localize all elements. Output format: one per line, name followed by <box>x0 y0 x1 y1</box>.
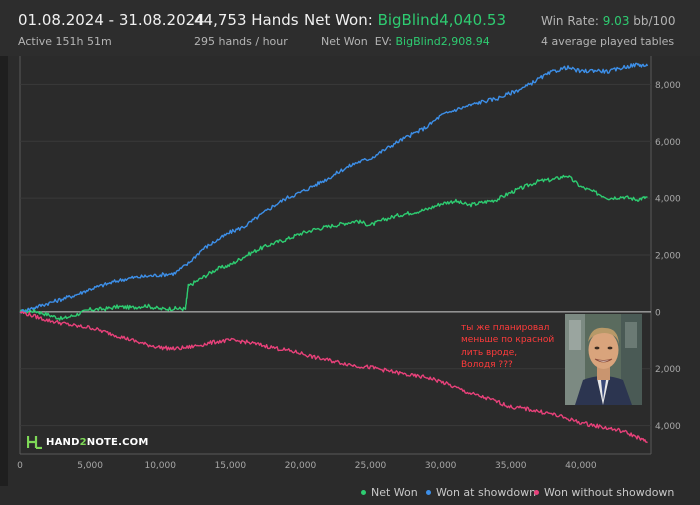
net-won-value: BigBlind4,040.53 <box>377 11 506 29</box>
meme-caption: ты же планировал меньше по красной лить … <box>461 322 554 372</box>
hand2note-logo-icon <box>26 436 42 450</box>
average-tables: 4 average played tables <box>541 35 675 48</box>
x-tick-label: 0 <box>17 461 23 471</box>
legend-dot-no-showdown <box>534 489 539 495</box>
meme-photo <box>565 314 642 405</box>
x-tick-label: 25,000 <box>355 461 387 471</box>
win-rate-unit: bb/100 <box>629 14 676 28</box>
y-tick-label: 2,000 <box>655 252 681 262</box>
net-won-label: Net Won: <box>304 11 378 29</box>
ev-label: Net Won EV: <box>321 35 396 48</box>
legend-won-at-showdown[interactable]: Won at showdown <box>426 486 536 499</box>
net-won: Net Won: BigBlind4,040.53 <box>304 11 506 29</box>
ev-value: BigBlind2,908.94 <box>395 35 490 48</box>
legend-net-won[interactable]: Net Won <box>361 486 418 499</box>
x-tick-label: 5,000 <box>77 461 103 471</box>
win-rate-value: 9.03 <box>602 14 630 28</box>
tick-labels: 8,000 6,000 4,000 2,000 0 2,000 4,000 0 5,000 10,… <box>17 81 681 471</box>
legend-dot-net-won <box>361 489 366 495</box>
y-tick-label: 8,000 <box>655 81 681 91</box>
hand2note-logo: HAND2NOTE.COM <box>26 435 149 450</box>
legend-label: Net Won <box>371 486 418 499</box>
hands-per-hour: 295 hands / hour <box>194 35 288 48</box>
meme-caption-line: ты же планировал <box>461 323 550 333</box>
meme-photo-illustration <box>565 314 642 405</box>
grid <box>19 56 652 455</box>
legend-label: Won at showdown <box>436 486 537 499</box>
series-lines <box>19 62 649 444</box>
net-won-ev: Net Won EV: BigBlind2,908.94 <box>321 35 490 48</box>
x-tick-label: 20,000 <box>285 461 317 471</box>
logo-text-two: 2 <box>79 437 87 448</box>
meme-caption-line: Володя ??? <box>461 360 513 371</box>
hands-count: 44,753 Hands <box>194 11 299 29</box>
win-rate: Win Rate: 9.03 bb/100 <box>541 14 675 28</box>
x-tick-label: 30,000 <box>425 461 457 471</box>
y-tick-label: 6,000 <box>655 138 681 148</box>
active-time: Active 151h 51m <box>18 35 112 48</box>
legend-won-without-showdown[interactable]: Won without showdown <box>534 486 674 499</box>
won-at-showdown-line <box>19 62 649 314</box>
legend-label: Won without showdown <box>544 486 675 499</box>
x-tick-label: 35,000 <box>495 461 527 471</box>
win-rate-label: Win Rate: <box>541 14 603 28</box>
y-tick-label: 0 <box>655 308 661 318</box>
logo-text-hand: HAND <box>46 437 80 448</box>
y-tick-label: 4,000 <box>655 422 681 432</box>
chart-background <box>8 56 692 486</box>
x-tick-label: 15,000 <box>215 461 247 471</box>
y-tick-label: 2,000 <box>655 365 681 375</box>
y-tick-label: 4,000 <box>655 195 681 205</box>
meme-caption-line: меньше по красной <box>461 335 555 346</box>
won-without-showdown-line <box>19 310 648 444</box>
x-tick-label: 10,000 <box>144 461 176 471</box>
left-strip <box>0 56 8 486</box>
meme-caption-line: лить вроде, <box>461 347 518 358</box>
date-range: 01.08.2024 - 31.08.2024 <box>18 11 205 29</box>
net-won-line <box>19 174 648 321</box>
logo-text-note: NOTE.COM <box>86 437 149 448</box>
legend-dot-showdown <box>426 489 431 495</box>
results-chart: 8,000 6,000 4,000 2,000 0 2,000 4,000 0 5,000 10,… <box>0 56 692 486</box>
x-tick-label: 40,000 <box>565 461 597 471</box>
header: 01.08.2024 - 31.08.2024 Active 151h 51m … <box>0 0 700 56</box>
